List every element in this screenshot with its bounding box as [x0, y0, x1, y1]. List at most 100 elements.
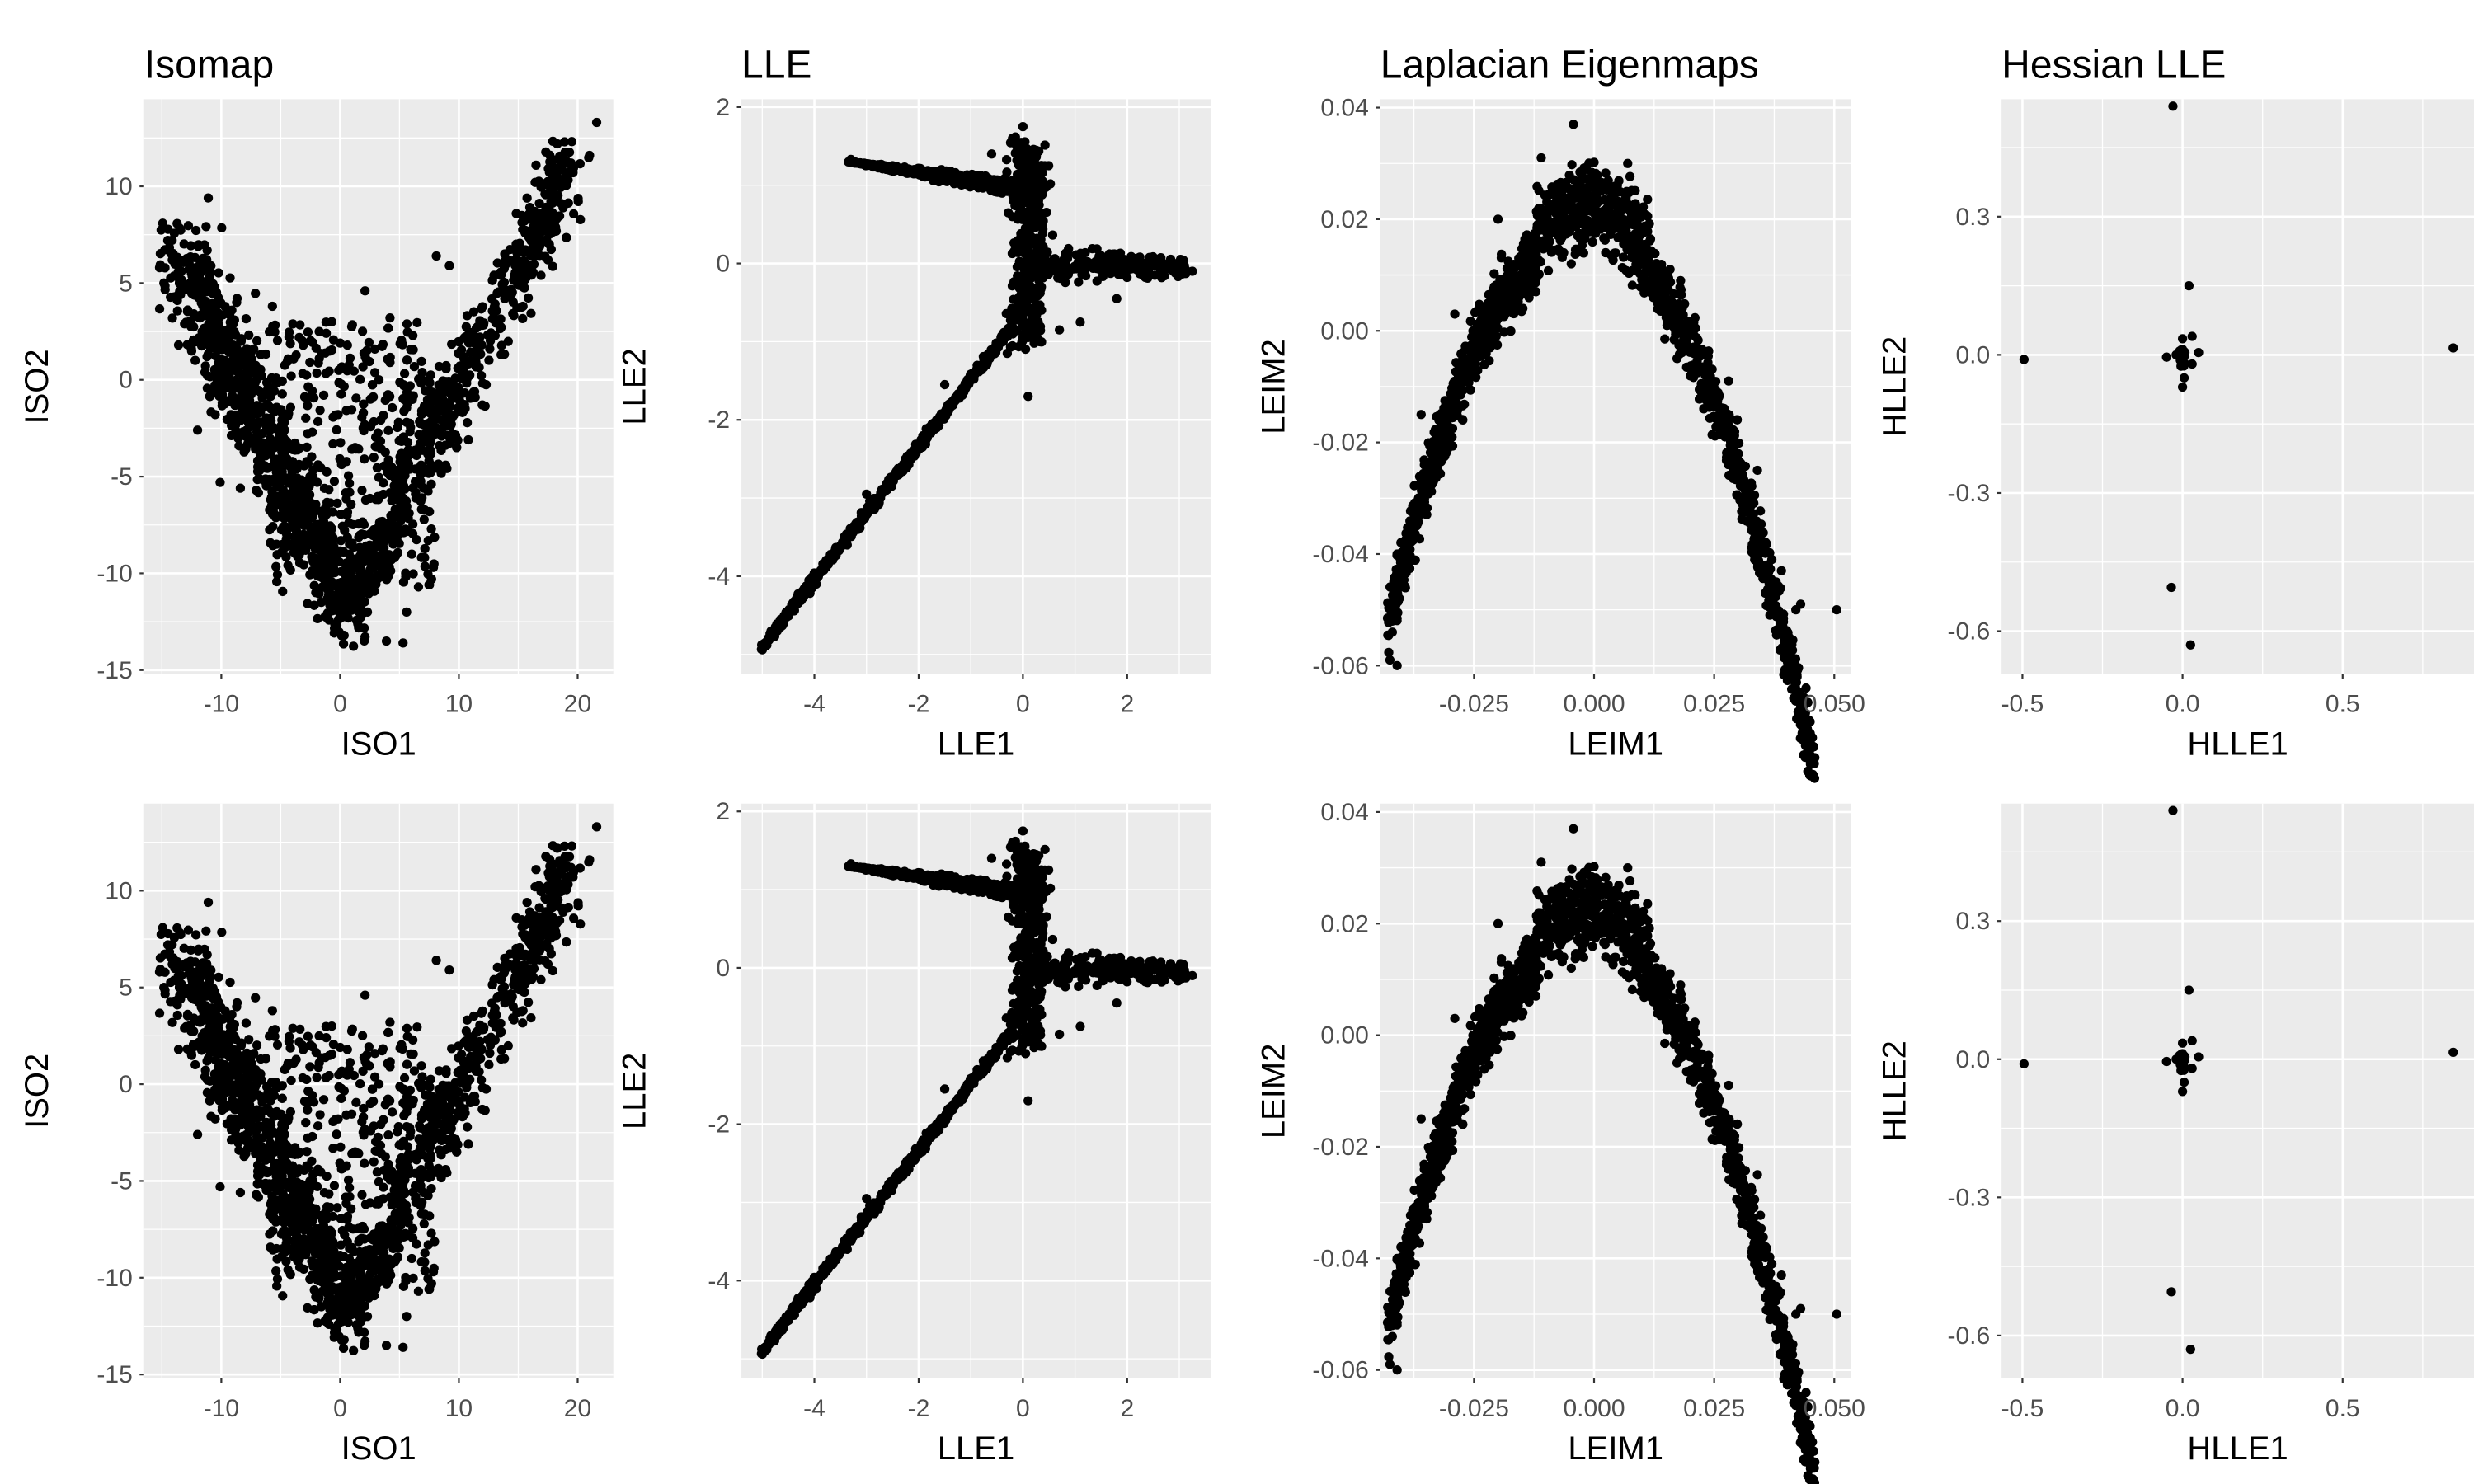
data-point: [887, 161, 897, 171]
x-tick-label: 0: [333, 690, 347, 717]
scatter-point: [416, 479, 426, 490]
scatter-point: [471, 348, 481, 358]
scatter-point: [1015, 152, 1026, 162]
scatter-point: [231, 430, 241, 440]
scatter-point: [169, 271, 179, 281]
scatter-point: [377, 341, 387, 351]
scatter-point: [538, 215, 548, 225]
scatter-point: [283, 561, 293, 571]
scatter-point: [324, 366, 334, 376]
y-tick-label: -4: [708, 563, 730, 590]
scatter-point: [415, 416, 425, 426]
data-point: [431, 251, 441, 261]
scatter-point: [515, 238, 524, 248]
scatter-point: [576, 214, 586, 224]
scatter-point: [496, 340, 506, 350]
scatter-point: [305, 357, 315, 368]
scatter-point: [360, 632, 370, 642]
scatter-point: [364, 337, 374, 347]
scatter-point: [218, 325, 228, 336]
data-point: [1132, 262, 1143, 272]
scatter-point: [288, 319, 298, 329]
scatter-point: [1036, 186, 1046, 196]
scatter-point: [949, 179, 959, 189]
scatter-point: [461, 322, 471, 331]
scatter-point: [264, 417, 274, 427]
scatter-point: [213, 308, 223, 318]
scatter-point: [347, 320, 357, 330]
scatter-point: [229, 315, 239, 325]
scatter-point: [492, 315, 502, 325]
scatter-point: [336, 438, 346, 448]
scatter-point: [402, 319, 412, 329]
scatter-point: [425, 448, 435, 458]
scatter-point: [399, 406, 409, 416]
scatter-point: [399, 369, 410, 378]
scatter-point: [1036, 169, 1046, 179]
scatter-point: [1643, 195, 1653, 204]
scatter-point: [408, 569, 418, 579]
scatter-point: [369, 368, 380, 378]
scatter-point: [205, 392, 215, 402]
scatter-point: [329, 477, 340, 486]
scatter-point: [190, 225, 201, 236]
scatter-point: [1015, 275, 1025, 285]
y-tick-label: -15: [96, 657, 132, 684]
scatter-point: [390, 487, 400, 498]
scatter-point: [283, 489, 294, 499]
y-tick-label: 2: [716, 94, 730, 121]
scatter-point: [291, 350, 301, 360]
scatter-point: [492, 258, 502, 268]
scatter-point: [324, 346, 335, 356]
scatter-point: [412, 534, 421, 545]
y-tick-label: -2: [708, 406, 730, 434]
scatter-point: [272, 570, 283, 580]
scatter-point: [427, 387, 437, 397]
scatter-point: [364, 581, 374, 591]
scatter-point: [383, 468, 393, 478]
scatter-point: [968, 171, 978, 182]
scatter-point: [420, 386, 430, 396]
scatter-point: [190, 355, 200, 365]
scatter-point: [207, 298, 217, 309]
x-axis-title: ISO1: [341, 726, 416, 762]
scatter-point: [201, 222, 211, 232]
scatter-point: [1001, 184, 1011, 194]
scatter-point: [1109, 249, 1119, 259]
scatter-point: [365, 394, 375, 404]
scatter-point: [419, 514, 429, 524]
scatter-point: [434, 459, 444, 469]
scatter-point: [1121, 270, 1131, 280]
scatter-point: [1009, 196, 1018, 206]
y-tick-label: 10: [105, 173, 132, 200]
scatter-point: [225, 273, 235, 283]
scatter-point: [545, 150, 555, 160]
scatter-point: [398, 380, 408, 390]
scatter-point: [509, 275, 519, 285]
scatter-point: [970, 369, 980, 379]
scatter-point: [285, 339, 295, 349]
scatter-point: [332, 425, 341, 435]
scatter-point: [362, 345, 372, 355]
data-point: [402, 607, 412, 617]
scatter-point: [981, 359, 990, 369]
scatter-point: [314, 571, 324, 581]
scatter-point: [302, 442, 312, 453]
scatter-point: [1170, 261, 1180, 270]
scatter-point: [1063, 270, 1074, 279]
scatter-point: [1016, 292, 1026, 302]
scatter-point: [497, 279, 507, 289]
scatter-point: [1567, 160, 1577, 170]
scatter-point: [492, 289, 502, 298]
scatter-point: [237, 334, 247, 344]
scatter-point: [384, 392, 395, 402]
data-point: [1018, 121, 1028, 132]
scatter-point: [409, 362, 420, 372]
scatter-point: [415, 441, 425, 452]
scatter-point: [164, 242, 175, 252]
scatter-point: [172, 252, 182, 262]
scatter-point: [301, 413, 311, 423]
scatter-point: [1148, 251, 1158, 262]
scatter-point: [541, 237, 551, 247]
scatter-point: [374, 472, 384, 482]
